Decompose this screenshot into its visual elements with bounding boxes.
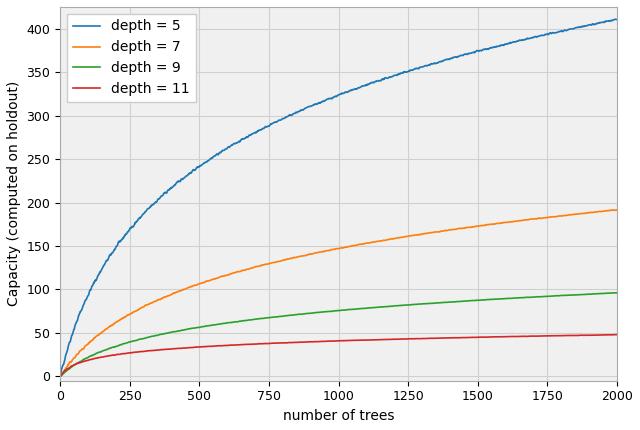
depth = 9 bbox=[312, 310, 320, 315]
depth = 11 bbox=[613, 332, 621, 337]
depth = 11 bbox=[597, 332, 605, 338]
Line: depth = 5: depth = 5 bbox=[60, 19, 617, 375]
depth = 7 bbox=[597, 209, 605, 214]
depth = 7 bbox=[613, 207, 621, 212]
Line: depth = 11: depth = 11 bbox=[60, 335, 617, 376]
depth = 11 bbox=[85, 358, 93, 363]
depth = 7 bbox=[56, 374, 64, 379]
depth = 9 bbox=[85, 354, 93, 359]
depth = 5 bbox=[327, 96, 335, 101]
Legend: depth = 5, depth = 7, depth = 9, depth = 11: depth = 5, depth = 7, depth = 9, depth =… bbox=[67, 14, 196, 102]
Line: depth = 9: depth = 9 bbox=[60, 293, 617, 376]
depth = 11 bbox=[495, 335, 502, 340]
depth = 5 bbox=[85, 292, 93, 297]
depth = 9 bbox=[612, 290, 620, 295]
Line: depth = 7: depth = 7 bbox=[60, 210, 617, 377]
depth = 5 bbox=[56, 373, 64, 378]
depth = 9 bbox=[56, 374, 64, 379]
depth = 7 bbox=[495, 221, 502, 226]
depth = 5 bbox=[613, 17, 621, 22]
depth = 11 bbox=[312, 339, 320, 344]
depth = 5 bbox=[612, 17, 620, 22]
depth = 5 bbox=[312, 101, 320, 107]
Y-axis label: Capacity (computed on holdout): Capacity (computed on holdout) bbox=[7, 81, 21, 307]
depth = 7 bbox=[597, 209, 605, 214]
depth = 11 bbox=[597, 332, 605, 338]
depth = 9 bbox=[495, 297, 502, 302]
depth = 9 bbox=[597, 291, 605, 296]
depth = 7 bbox=[327, 247, 335, 252]
depth = 5 bbox=[495, 43, 502, 49]
depth = 7 bbox=[312, 250, 320, 255]
depth = 9 bbox=[327, 309, 335, 314]
depth = 11 bbox=[327, 338, 335, 344]
depth = 9 bbox=[597, 291, 605, 296]
depth = 5 bbox=[597, 20, 605, 25]
depth = 11 bbox=[612, 332, 620, 337]
depth = 11 bbox=[56, 374, 64, 379]
depth = 7 bbox=[85, 341, 93, 346]
X-axis label: number of trees: number of trees bbox=[283, 409, 394, 423]
depth = 9 bbox=[613, 290, 621, 295]
depth = 5 bbox=[597, 20, 605, 25]
